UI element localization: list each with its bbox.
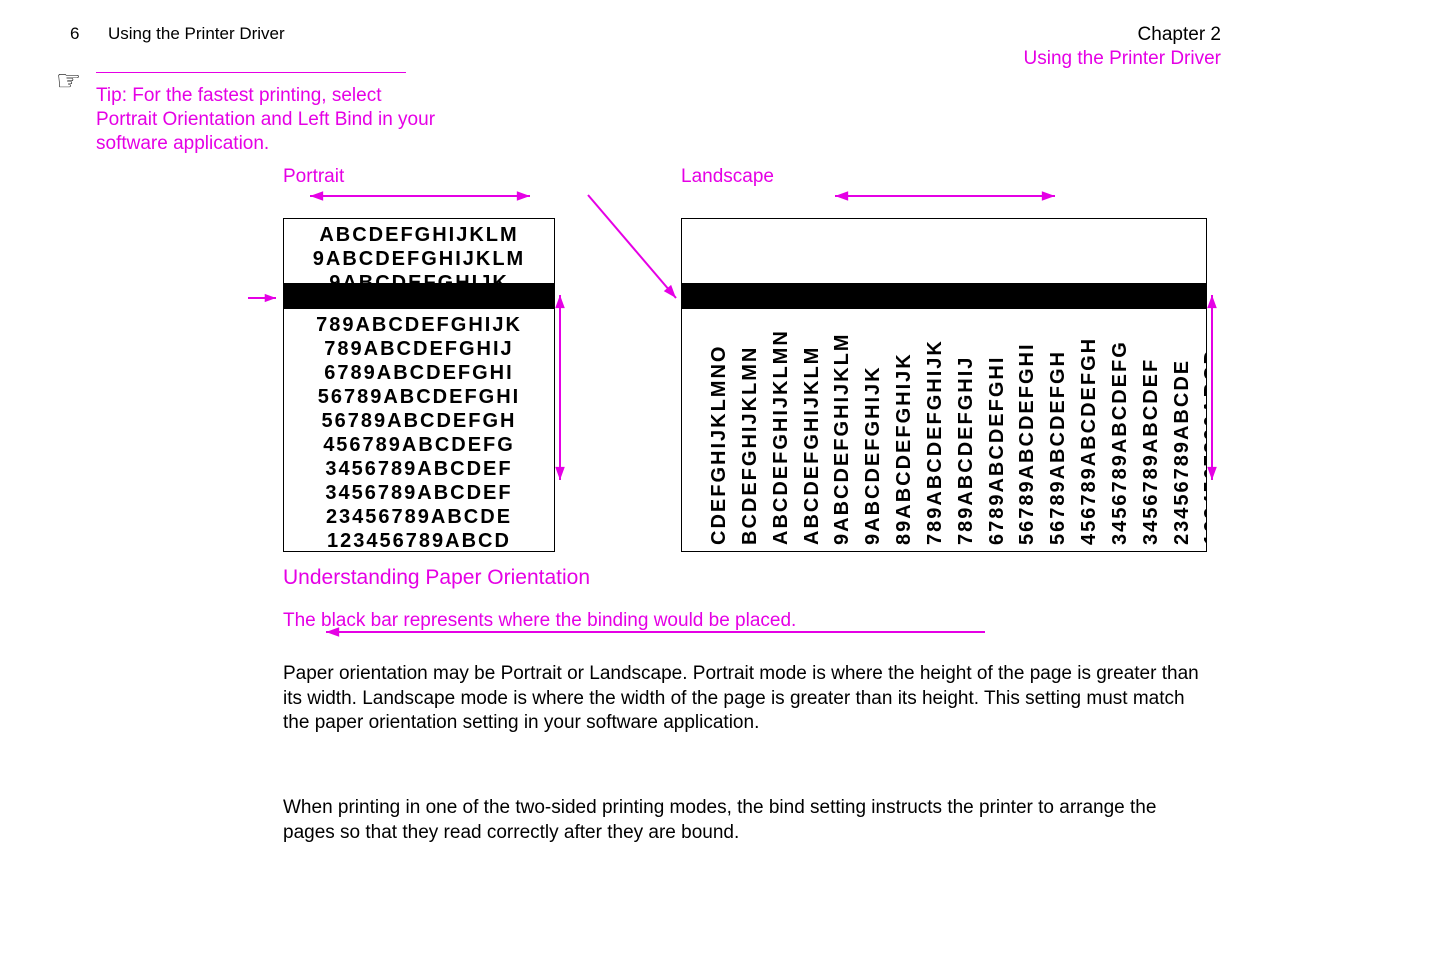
sample-text-column: 89ABCDEFGHIJK xyxy=(893,221,916,545)
sample-text-column: 56789ABCDEFGHI xyxy=(1016,221,1039,545)
sample-text-line: 789ABCDEFGHIJK xyxy=(284,313,554,337)
sample-text-line: 123456789ABCD xyxy=(284,529,554,552)
sample-text-column: 9ABCDEFGHIJKLM xyxy=(831,221,854,545)
page-number: 6 xyxy=(70,24,79,44)
sample-text-column: 56789ABCDEFGH xyxy=(1047,221,1070,545)
landscape-label: Landscape xyxy=(681,166,774,188)
sample-text-line: 23456789ABCDE xyxy=(284,505,554,529)
landscape-sample: CDEFGHIJKLMNO BCDEFGHIJKLMN ABCDEFGHIJKLMN… xyxy=(681,218,1207,552)
orientation-paragraph: Paper orientation may be Portrait or Lan… xyxy=(283,662,1213,736)
chapter-label: Chapter 2 xyxy=(1138,24,1221,46)
sample-text-line: 456789ABCDEFG xyxy=(284,433,554,457)
sample-text-column: ABCDEFGHIJKLM xyxy=(801,221,824,545)
sample-text-line: 9ABCDEFGHIJKLM xyxy=(284,247,554,271)
sample-text-column: BCDEFGHIJKLMN xyxy=(739,221,762,545)
sample-text-line: 6789ABCDEFGHI xyxy=(284,361,554,385)
orientation-sub: When printing in one of the two-sided pr… xyxy=(283,796,1213,845)
sample-text-column: 789ABCDEFGHIJ xyxy=(955,221,978,545)
tip-divider xyxy=(96,72,406,73)
sample-text-column: CDEFGHIJKLMNO xyxy=(708,221,731,545)
sample-text-line: 789ABCDEFGHIJ xyxy=(284,337,554,361)
sample-text-column: 456789ABCDEFGH xyxy=(1078,221,1101,545)
portrait-sample: ABCDEFGHIJKLM9ABCDEFGHIJKLM9ABCDEFGHIJK7… xyxy=(283,218,555,552)
page-header-label: Using the Printer Driver xyxy=(108,24,285,44)
sample-text-column: 789ABCDEFGHIJK xyxy=(924,221,947,545)
tip-text: Tip: For the fastest printing, select Po… xyxy=(96,84,436,155)
main-heading: Understanding Paper Orientation xyxy=(283,566,590,590)
sample-text-line: ABCDEFGHIJKLM xyxy=(284,223,554,247)
sample-text-column: 3456789ABCDEF xyxy=(1140,221,1163,545)
sample-text-line: 56789ABCDEFGH xyxy=(284,409,554,433)
sample-text-column: 23456789ABCDE xyxy=(1171,221,1194,545)
sample-text-column: 6789ABCDEFGHI xyxy=(986,221,1009,545)
portrait-label: Portrait xyxy=(283,166,344,188)
sample-text-line: 3456789ABCDEF xyxy=(284,457,554,481)
pointer-icon: ☞ xyxy=(56,64,81,97)
sample-text-column: ABCDEFGHIJKLMN xyxy=(770,221,793,545)
chapter-title: Using the Printer Driver xyxy=(1024,48,1221,70)
black-bar-label: The black bar represents where the bindi… xyxy=(283,610,983,632)
sample-text-line: 3456789ABCDEF xyxy=(284,481,554,505)
sample-text-column: 9ABCDEFGHIJK xyxy=(862,221,885,545)
sample-text-column: 1234567890ABCD xyxy=(1201,221,1207,545)
sample-text-column: 3456789ABCDEFG xyxy=(1109,221,1132,545)
sample-text-line: 56789ABCDEFGHI xyxy=(284,385,554,409)
